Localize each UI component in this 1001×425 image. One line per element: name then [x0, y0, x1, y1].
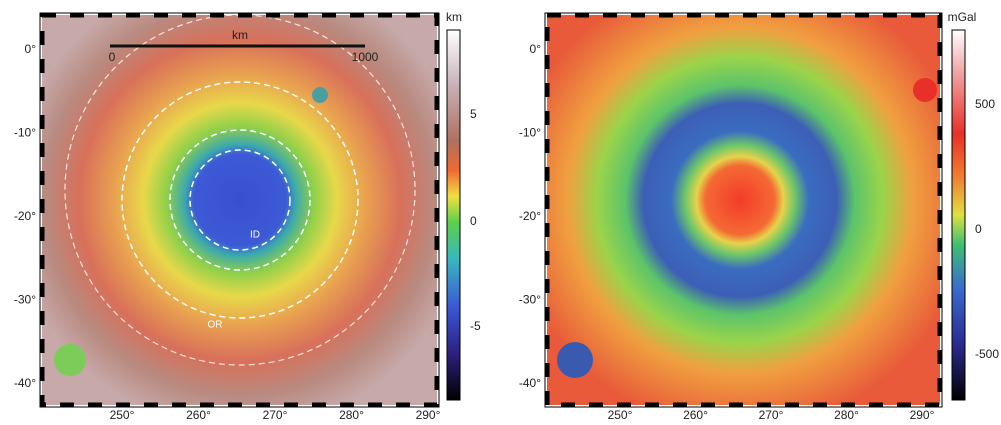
x-tick-label: 250° [608, 408, 633, 422]
colorbar-label: -500 [975, 347, 999, 361]
colorbar-title: km [446, 10, 462, 24]
x-tick-label: 260° [186, 408, 211, 422]
colorbar-label: 5 [470, 107, 477, 121]
x-tick-label: 290° [910, 408, 935, 422]
y-tick-label: -20° [519, 209, 541, 223]
colorbar-label: -5 [470, 319, 481, 333]
scale-bar-label: 1000 [352, 50, 379, 64]
colorbar-label: 0 [975, 222, 982, 236]
y-tick-label: 0° [25, 42, 37, 56]
y-tick-label: -40° [519, 376, 541, 390]
colorbar [952, 30, 965, 400]
x-tick-label: 280° [339, 408, 364, 422]
y-tick-label: -10° [14, 126, 36, 140]
x-tick-label: 280° [834, 408, 859, 422]
colorbar-title: mGal [948, 10, 977, 24]
colorbar-label: 500 [975, 97, 995, 111]
x-tick-label: 250° [110, 408, 135, 422]
colorbar [447, 30, 460, 400]
y-tick-label: -40° [14, 376, 36, 390]
topography-map [40, 13, 439, 407]
y-tick-label: -20° [14, 209, 36, 223]
figure: 250° 260° 270° 280° 290° 0° -10° -20° -30° -40° km… [0, 0, 1001, 425]
x-tick-label: 270° [263, 408, 288, 422]
scale-bar-label: 0 [109, 50, 116, 64]
y-tick-label: 0° [530, 42, 542, 56]
y-tick-label: -30° [519, 293, 541, 307]
colorbar-label: 0 [470, 214, 477, 228]
annotation: OR [208, 320, 223, 331]
scale-bar-title: km [232, 28, 248, 42]
x-tick-label: 270° [759, 408, 784, 422]
x-tick-label: 290° [416, 408, 441, 422]
y-tick-label: -30° [14, 293, 36, 307]
gravity-map [545, 13, 942, 407]
annotation: ID [250, 230, 260, 241]
y-tick-label: -10° [519, 126, 541, 140]
x-tick-label: 260° [683, 408, 708, 422]
